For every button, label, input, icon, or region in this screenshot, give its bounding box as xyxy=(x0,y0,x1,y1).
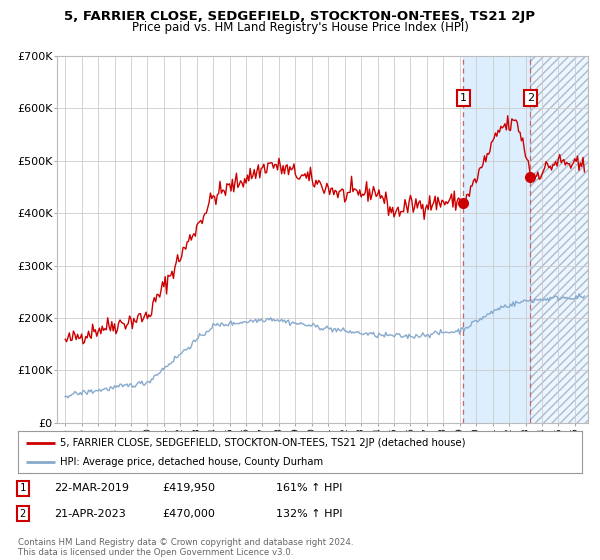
Text: 161% ↑ HPI: 161% ↑ HPI xyxy=(276,483,343,493)
Text: Price paid vs. HM Land Registry's House Price Index (HPI): Price paid vs. HM Land Registry's House … xyxy=(131,21,469,34)
Text: 1: 1 xyxy=(20,483,26,493)
Text: 22-MAR-2019: 22-MAR-2019 xyxy=(54,483,129,493)
Bar xyxy=(463,56,530,423)
Text: £419,950: £419,950 xyxy=(162,483,215,493)
Text: Contains HM Land Registry data © Crown copyright and database right 2024.
This d: Contains HM Land Registry data © Crown c… xyxy=(18,538,353,557)
Text: 2: 2 xyxy=(527,93,534,103)
Text: 21-APR-2023: 21-APR-2023 xyxy=(54,508,126,519)
Text: 5, FARRIER CLOSE, SEDGEFIELD, STOCKTON-ON-TEES, TS21 2JP: 5, FARRIER CLOSE, SEDGEFIELD, STOCKTON-O… xyxy=(65,10,536,23)
Text: HPI: Average price, detached house, County Durham: HPI: Average price, detached house, Coun… xyxy=(60,457,323,467)
Bar xyxy=(530,56,588,423)
Bar xyxy=(530,56,588,423)
Text: £470,000: £470,000 xyxy=(162,508,215,519)
Text: 1: 1 xyxy=(460,93,467,103)
Text: 2: 2 xyxy=(20,508,26,519)
Text: 5, FARRIER CLOSE, SEDGEFIELD, STOCKTON-ON-TEES, TS21 2JP (detached house): 5, FARRIER CLOSE, SEDGEFIELD, STOCKTON-O… xyxy=(60,437,466,447)
Text: 132% ↑ HPI: 132% ↑ HPI xyxy=(276,508,343,519)
